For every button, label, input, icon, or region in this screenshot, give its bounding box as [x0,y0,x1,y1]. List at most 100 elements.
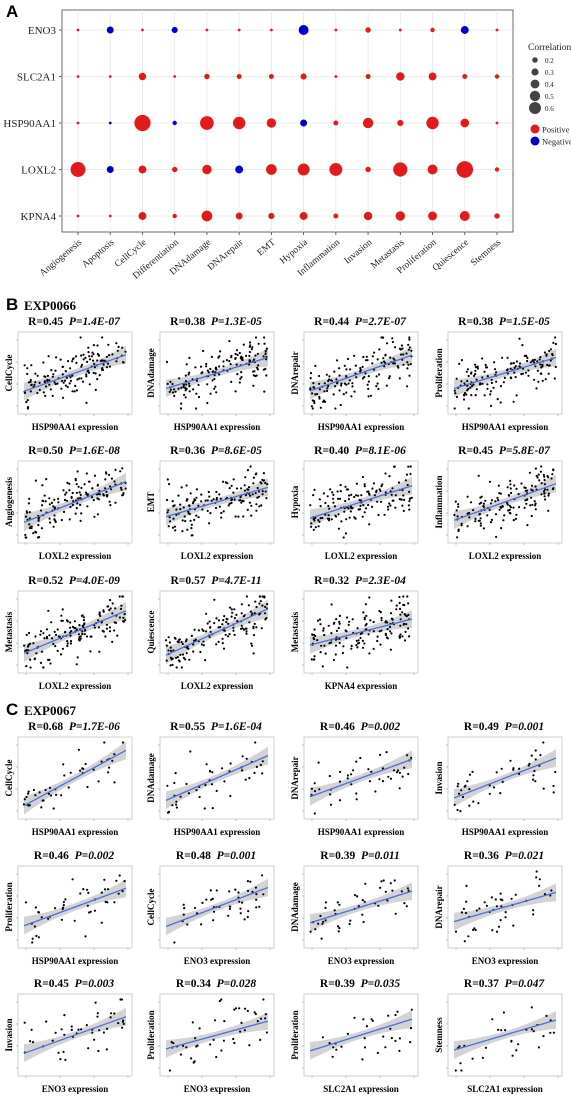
data-point [69,376,72,379]
data-point [397,366,400,369]
data-point [532,909,535,912]
data-point [217,640,220,643]
data-point [115,360,118,363]
data-point [118,874,121,877]
data-point [38,791,41,794]
data-point [398,1037,401,1040]
data-point [236,620,239,623]
data-point [509,479,512,482]
data-point [168,641,171,644]
size-legend-title: Correlation [528,43,571,53]
data-point [354,364,357,367]
regression-line [453,757,557,799]
data-point [495,905,498,908]
data-point [383,365,386,368]
state-label: Stemness [469,238,503,269]
data-point [98,613,101,616]
data-point [166,478,169,481]
data-point [232,629,235,632]
data-point [239,377,242,380]
data-point [170,1041,173,1044]
data-point [400,353,403,356]
data-point [48,517,51,520]
data-point [27,502,30,505]
data-point [321,1036,324,1039]
data-point [393,879,396,882]
data-point [64,898,67,901]
r-value: R=0.36 [463,850,499,862]
data-point [338,927,341,930]
data-point [331,1055,334,1058]
data-point [361,515,364,518]
data-point [259,1038,262,1041]
data-point [313,628,316,631]
data-point [403,498,406,501]
data-point [193,906,197,910]
data-point [366,490,369,493]
data-point [388,625,392,629]
data-point [459,810,462,813]
data-point [350,783,353,786]
data-point [185,652,188,655]
data-point [518,337,521,340]
data-point [514,893,517,896]
data-point [509,487,512,490]
data-point [379,643,382,646]
data-point [33,383,36,386]
data-point [359,370,362,373]
data-point [492,786,496,789]
data-point [362,611,365,614]
data-point [254,741,257,744]
data-point [108,626,111,629]
data-point [462,907,465,910]
data-point [85,373,88,376]
data-point [189,519,192,522]
data-point [197,629,200,632]
plot-frame [303,736,419,820]
data-point [96,483,99,486]
r-value: R=0.48 [175,850,211,862]
data-point [496,496,499,499]
data-point [400,890,403,893]
data-point [60,918,64,921]
scatter-plot: R=0.38 P=1.3E-05 HSP90AA1 expression DNAda… [146,316,286,438]
regression-line [165,755,269,801]
data-point [167,509,170,512]
data-point [380,629,383,632]
data-point [228,487,231,490]
correlation-dot [365,166,371,173]
data-point [86,888,89,891]
data-point [69,771,72,774]
data-point [466,384,469,387]
data-point [509,483,512,486]
data-point [539,356,542,359]
data-point [384,1046,387,1049]
data-point [80,512,83,515]
data-point [206,509,209,512]
data-point [80,1028,83,1031]
correlation-stat: R=0.49 P=0.001 [434,721,571,733]
data-point [479,382,482,385]
data-point [335,618,338,621]
data-point [410,349,413,352]
data-point [165,659,168,662]
data-point [249,465,252,468]
data-point [386,628,389,631]
data-point [115,879,118,882]
data-point [214,385,217,388]
data-point [470,394,473,397]
data-point [211,379,214,382]
data-point [406,595,409,598]
data-point [85,493,88,496]
data-point [188,504,191,507]
data-point [380,336,383,339]
data-point [44,788,47,792]
data-point [479,496,482,499]
scatter-plot: R=0.34 P=0.028 ENO3 expression Proliferati… [146,978,286,1100]
data-point [402,595,405,598]
data-point [242,515,245,518]
data-point [503,514,506,517]
data-point [535,387,538,390]
